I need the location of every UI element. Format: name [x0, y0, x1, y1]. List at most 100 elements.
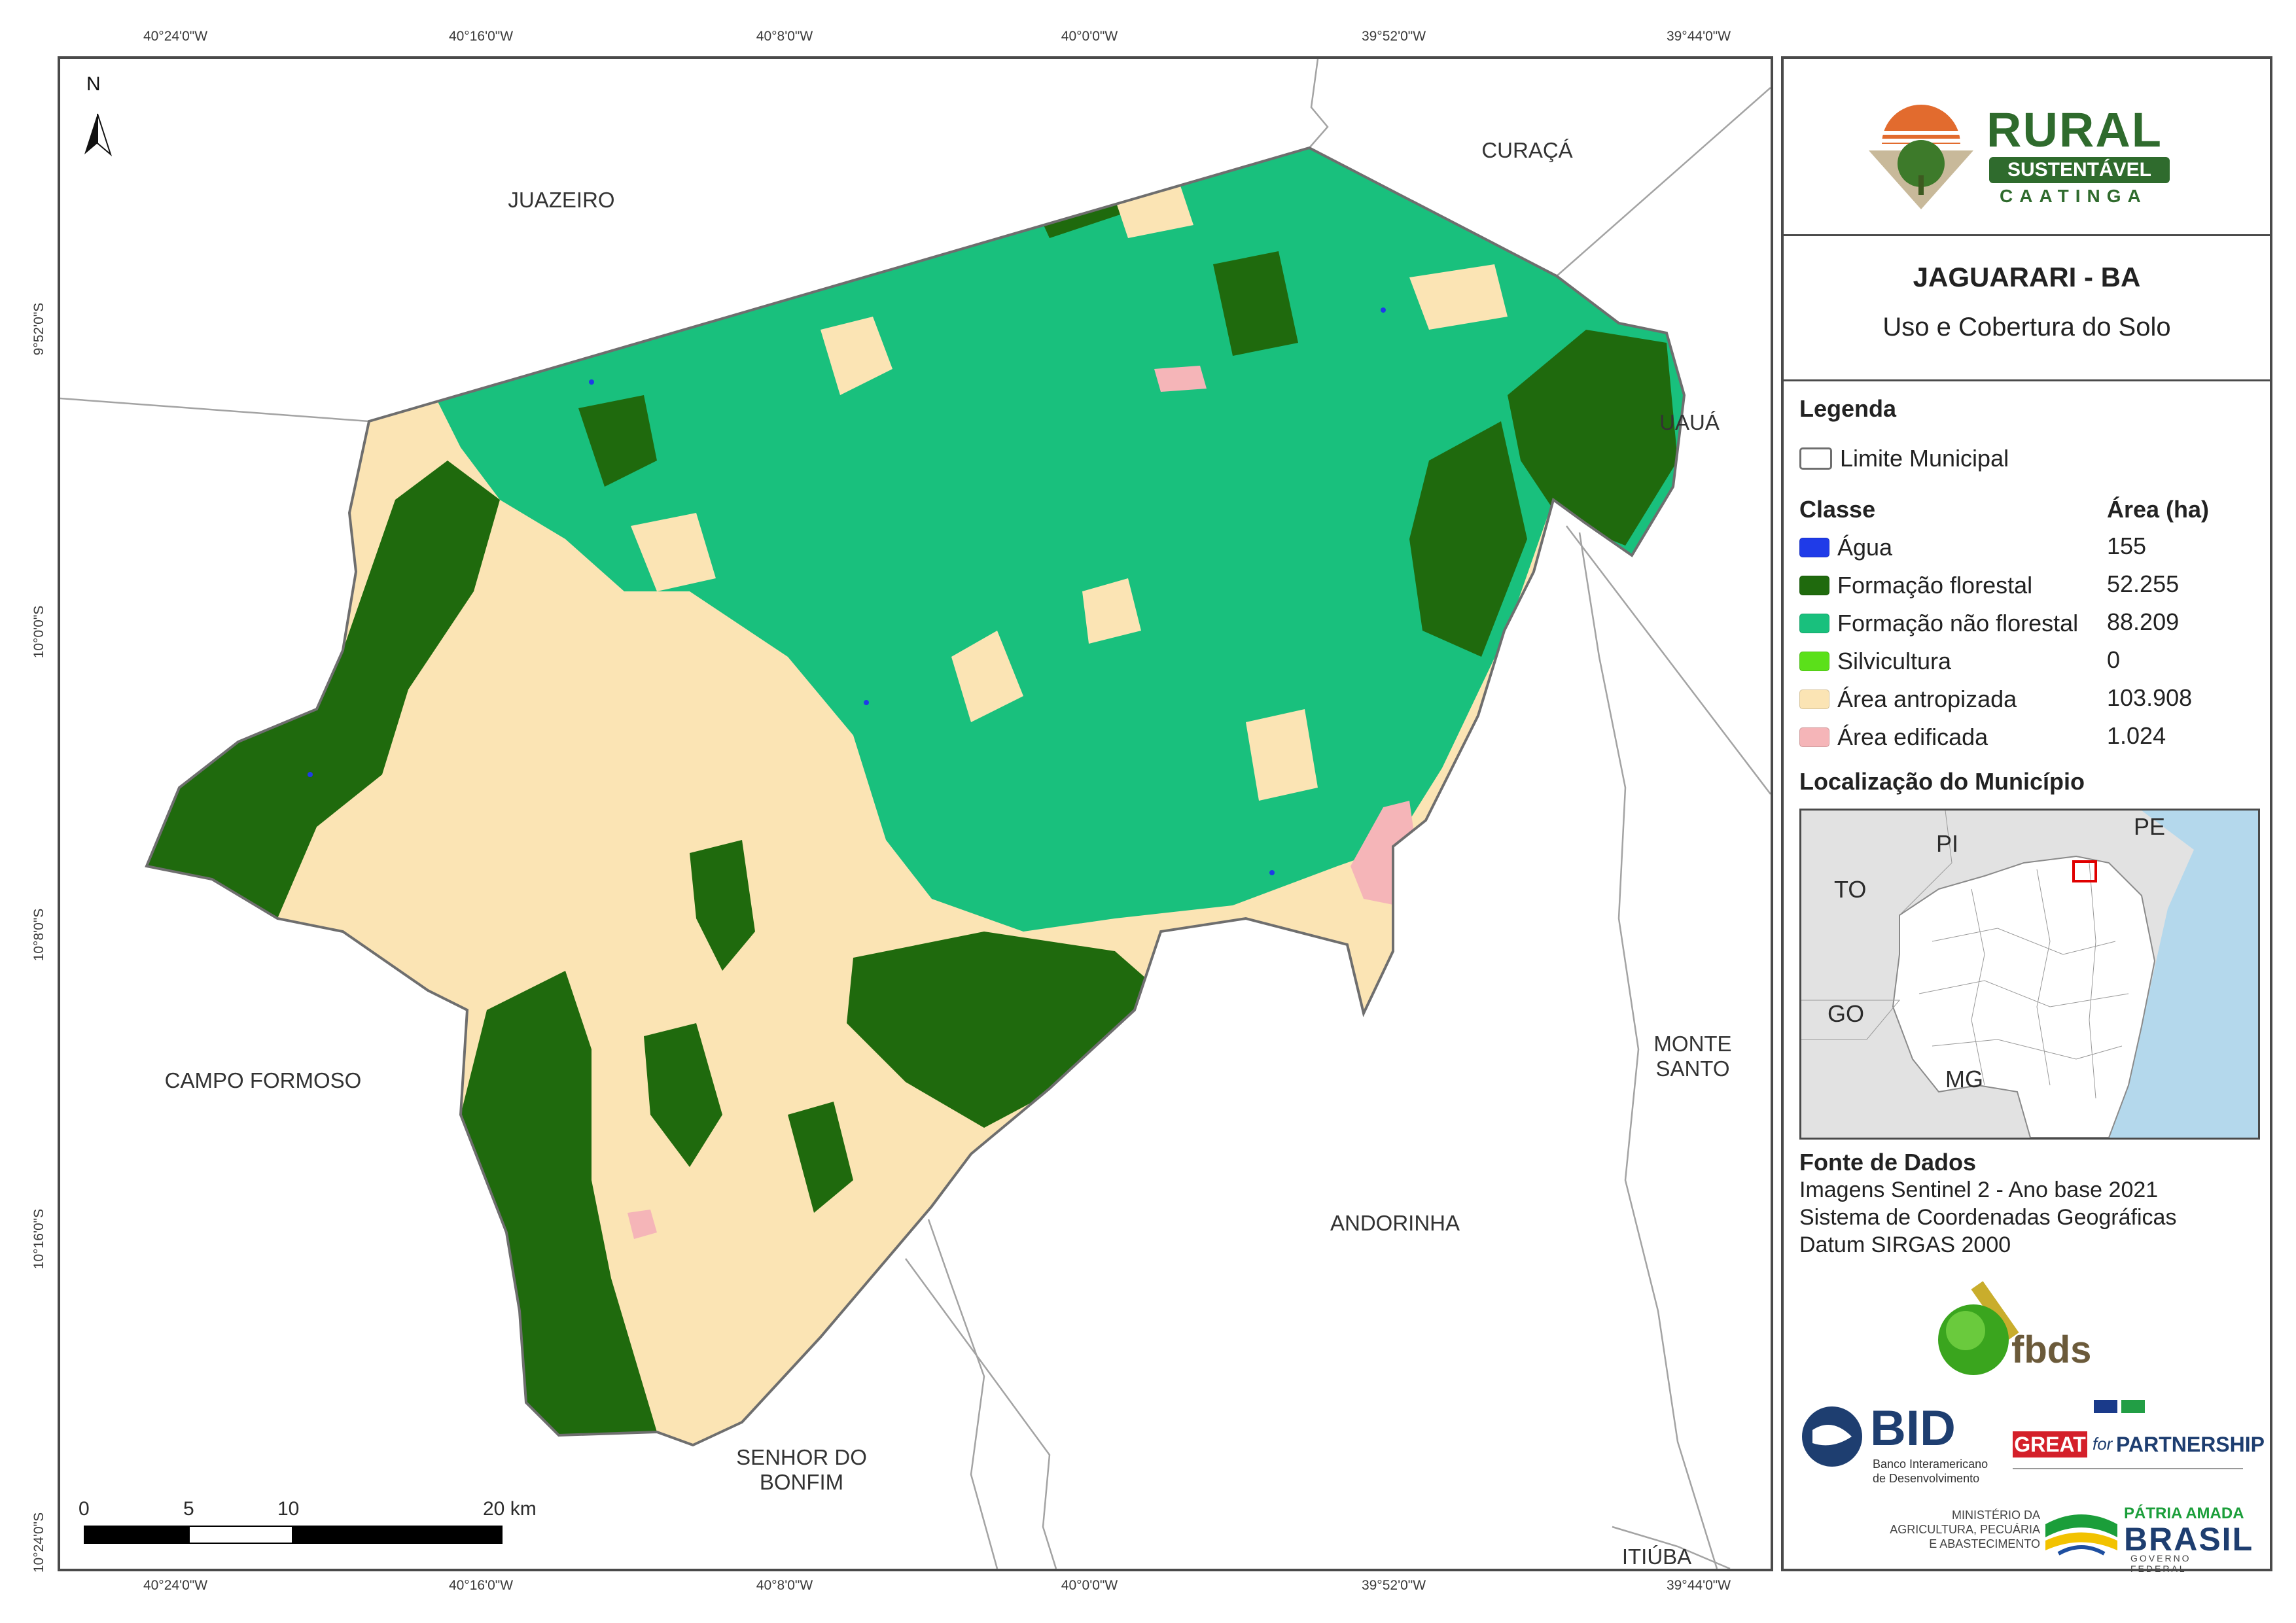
legend-area-header: Área (ha) — [2107, 496, 2210, 523]
logo-subtitle: SUSTENTÁVEL — [1989, 157, 2170, 183]
legend-item-label: Área edificada — [1837, 724, 1988, 750]
neighbor-label-uaua: UAUÁ — [1659, 410, 1720, 434]
legend-item-label: Área antropizada — [1837, 686, 2017, 712]
fbds-logo: fbds — [1928, 1276, 2098, 1380]
legend-item: Silvicultura — [1799, 648, 1951, 675]
lat-label: 9°52'0"S — [31, 302, 46, 356]
ministry-line: E ABASTECIMENTO — [1929, 1537, 2040, 1550]
legend-item-value: 52.255 — [2107, 570, 2180, 597]
great-badge: GREAT — [2013, 1431, 2087, 1457]
lat-label: 10°16'0"S — [31, 1208, 46, 1270]
water-swatch — [1799, 538, 1829, 557]
map-title: JAGUARARI - BA — [1913, 262, 2141, 292]
partnership-text: PARTNERSHIP — [2116, 1433, 2265, 1456]
fbds-text: fbds — [2011, 1329, 2092, 1371]
bid-sub: de Desenvolvimento — [1873, 1472, 1980, 1485]
scale-label: 0 — [79, 1498, 90, 1520]
great-partnership-logo: GREAT for PARTNERSHIP — [2013, 1400, 2265, 1485]
patria-amada: PÁTRIA AMADA — [2124, 1505, 2244, 1522]
lon-label-bottom: 40°24'0"W — [143, 1578, 208, 1593]
lon-label-bottom: 39°52'0"W — [1361, 1578, 1426, 1593]
neighbor-label-senhor-do-bonfim: SENHOR DO — [736, 1445, 867, 1469]
caatinga-tree-icon — [1869, 105, 1973, 209]
brazil-flag-icon — [2121, 1400, 2145, 1413]
great-for: for — [2093, 1434, 2113, 1454]
legend-limit-label: Limite Municipal — [1840, 445, 2009, 472]
scale-bar — [84, 1526, 503, 1546]
neighbor-label-itiuba: ITIÚBA — [1621, 1544, 1692, 1569]
legend-heading: Legenda — [1799, 395, 1897, 422]
ministry-logo: MINISTÉRIO DA AGRICULTURA, PECUÁRIA E AB… — [1843, 1505, 2252, 1574]
legend-item: Formação não florestal — [1799, 610, 2078, 637]
uk-flag-icon — [2094, 1400, 2117, 1413]
scale-label: 10 — [277, 1498, 300, 1520]
rural-sustentavel-logo: RURAL SUSTENTÁVEL CAATINGA — [1862, 98, 2202, 222]
locator-state-label: TO — [1834, 876, 1867, 903]
land-cover-classes — [147, 148, 1684, 1445]
anthropized-swatch — [1799, 689, 1829, 709]
neighbor-boundaries — [60, 59, 1771, 1569]
scale-label: 5 — [183, 1498, 194, 1520]
municipal-limit-swatch — [1799, 447, 1832, 470]
brasil-wave-icon — [2045, 1514, 2117, 1556]
municipality-boundary — [145, 146, 1686, 1447]
lon-label-top: 40°16'0"W — [448, 29, 514, 44]
locator-map-svg — [1801, 811, 2258, 1138]
legend-item-value: 1.024 — [2107, 722, 2166, 749]
bid-logo: BID Banco Interamericano de Desenvolvime… — [1799, 1397, 2009, 1489]
scale-label: 20 km — [483, 1498, 537, 1520]
location-heading: Localização do Município — [1799, 768, 2085, 795]
sources-heading: Fonte de Dados — [1799, 1149, 1977, 1176]
legend-municipal-limit: Limite Municipal — [1799, 445, 2009, 472]
neighbor-label-andorinha: ANDORINHA — [1330, 1211, 1460, 1235]
lon-label-bottom: 40°8'0"W — [756, 1578, 813, 1593]
locator-state-label: PE — [2134, 813, 2166, 840]
bid-emblem-icon — [1802, 1406, 1862, 1467]
neighbor-label-senhor-do-bonfim: BONFIM — [759, 1470, 844, 1494]
source-line: Imagens Sentinel 2 - Ano base 2021 — [1799, 1178, 2159, 1202]
neighbor-label-juazeiro: JUAZEIRO — [508, 188, 615, 212]
neighbor-label-monte-santo: SANTO — [1655, 1056, 1730, 1081]
locator-state-label: GO — [1828, 1000, 1865, 1027]
lon-label-top: 40°8'0"W — [756, 29, 813, 44]
map-frame[interactable]: N JUAZEIRO CURAÇÁ UAUÁ CAMPO FORMOSO MON… — [58, 56, 1773, 1571]
legend-panel: RURAL SUSTENTÁVEL CAATINGA JAGUARARI - B… — [1781, 56, 2272, 1574]
locator-state-label: PI — [1936, 830, 1959, 857]
source-line: Datum SIRGAS 2000 — [1799, 1232, 2011, 1257]
legend-item-value: 0 — [2107, 646, 2121, 673]
legend-class-header: Classe — [1799, 496, 1876, 523]
lat-label: 10°24'0"S — [31, 1512, 46, 1573]
logo-caatinga: CAATINGA — [2000, 186, 2147, 206]
silviculture-swatch — [1799, 652, 1829, 671]
non-forest-swatch — [1799, 614, 1829, 633]
map-subtitle: Uso e Cobertura do Solo — [1882, 313, 2171, 341]
neighbor-label-monte-santo: MONTE — [1653, 1032, 1732, 1056]
locator-state-label: MG — [1945, 1066, 1983, 1092]
built-area-swatch — [1799, 727, 1829, 747]
bid-text: BID — [1870, 1401, 1956, 1456]
legend-item-label: Formação não florestal — [1837, 610, 2079, 637]
legend-item: Água — [1799, 534, 1892, 561]
legend-item: Área antropizada — [1799, 686, 2017, 713]
north-label: N — [86, 73, 101, 95]
legend-item-value: 103.908 — [2107, 684, 2193, 711]
brasil-text: BRASIL — [2124, 1521, 2254, 1558]
lon-label-bottom: 40°0'0"W — [1061, 1578, 1118, 1593]
lon-label-top: 40°24'0"W — [143, 29, 208, 44]
forest-swatch — [1799, 576, 1829, 595]
lon-label-bottom: 40°16'0"W — [448, 1578, 514, 1593]
locator-map: PI PE TO GO MG — [1799, 809, 2260, 1140]
lon-label-top: 40°0'0"W — [1061, 29, 1118, 44]
legend-item-value: 155 — [2107, 532, 2147, 559]
neighbor-label-curaca: CURAÇÁ — [1481, 138, 1573, 162]
land-cover-map — [60, 59, 1771, 1569]
lon-label-top: 39°44'0"W — [1666, 29, 1731, 44]
lon-label-top: 39°52'0"W — [1361, 29, 1426, 44]
ministry-line: MINISTÉRIO DA — [1951, 1509, 2040, 1522]
ministry-line: AGRICULTURA, PECUÁRIA — [1890, 1523, 2040, 1536]
legend-item: Formação florestal — [1799, 572, 2032, 599]
logo-title: RURAL — [1987, 103, 2163, 157]
north-arrow-icon — [84, 113, 113, 157]
fbds-globe-icon — [1938, 1281, 2019, 1375]
lat-label: 10°8'0"S — [31, 908, 46, 962]
